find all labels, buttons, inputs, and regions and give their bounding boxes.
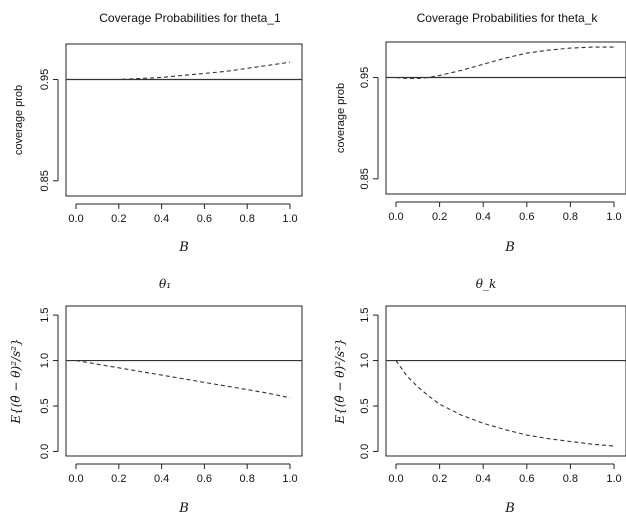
y-axis-label: E{(θ̂ − θ)²/s²} (9, 338, 23, 424)
chart-title: θ₁ (159, 277, 171, 291)
x-tick-label: 0.8 (240, 213, 255, 225)
x-tick-label: 0.6 (519, 473, 534, 485)
x-tick-label: 0.8 (563, 211, 578, 223)
x-tick-label: 0.0 (388, 211, 403, 223)
panel-theta-1-coverage: Coverage Probabilities for theta_1 B 0.0… (13, 11, 303, 255)
x-tick-label: 0.6 (519, 211, 534, 223)
chart-title: Coverage Probabilities for theta_1 (99, 11, 281, 25)
x-tick-label: 0.2 (111, 213, 126, 225)
x-tick-label: 0.6 (197, 213, 212, 225)
x-tick-label: 0.0 (388, 473, 403, 485)
x-tick-label: 0.2 (432, 211, 447, 223)
y-tick-label: 0.95 (359, 67, 371, 88)
y-tick-label: 0.5 (39, 398, 51, 413)
x-tick-label: 0.8 (240, 473, 255, 485)
series-line (395, 360, 615, 447)
y-tick-label: 1.5 (39, 307, 51, 322)
x-tick-label: 0.4 (154, 213, 169, 225)
x-tick-label: 0.4 (154, 473, 169, 485)
plot-frame (385, 305, 626, 457)
chart-title: Coverage Probabilities for theta_k (417, 11, 599, 25)
plot-frame (65, 305, 303, 457)
y-tick-label: 1.0 (359, 353, 371, 368)
x-tick-label: 0.2 (111, 473, 126, 485)
x-axis-label: B (178, 501, 189, 516)
x-axis-label: B (504, 240, 515, 255)
x-tick-label: 0.4 (476, 211, 491, 223)
series-line (108, 61, 291, 81)
x-tick-label: 1.0 (606, 211, 621, 223)
x-tick-label: 1.0 (282, 473, 297, 485)
panel-theta-1-mse: θ₁ B 0.0 0.2 0.4 0.6 0.8 1.0 0.0 0.5 1.0 1.5 E{(θ̂… (9, 277, 303, 516)
x-tick-label: 1.0 (606, 473, 621, 485)
x-axis-label: B (504, 501, 515, 516)
plot-frame (65, 43, 303, 197)
y-tick-label: 0.85 (39, 170, 51, 191)
y-tick-label: 0.0 (39, 444, 51, 459)
y-tick-label: 0.95 (39, 69, 51, 90)
x-tick-label: 0.2 (432, 473, 447, 485)
series-line (395, 46, 614, 80)
y-axis-label: coverage prob (335, 83, 347, 153)
x-tick-label: 1.0 (282, 213, 297, 225)
y-axis-label: E{(θ̂ − θ)²/s²} (333, 338, 347, 424)
y-axis-label: coverage prob (13, 85, 25, 155)
y-tick-label: 1.5 (359, 307, 371, 322)
y-tick-label: 0.0 (359, 444, 371, 459)
y-tick-label: 0.5 (359, 398, 371, 413)
x-tick-label: 0.8 (563, 473, 578, 485)
panel-theta-k-mse: θ_k B 0.0 0.2 0.4 0.6 0.8 1.0 0.0 0.5 1.0 1.5 E{(θ… (333, 277, 626, 516)
plot-frame (385, 41, 626, 195)
x-tick-label: 0.6 (197, 473, 212, 485)
y-tick-label: 1.0 (39, 353, 51, 368)
y-tick-label: 0.85 (359, 168, 371, 189)
x-tick-label: 0.0 (68, 213, 83, 225)
x-tick-label: 0.0 (68, 473, 83, 485)
x-axis-label: B (178, 240, 189, 255)
series-line (75, 359, 291, 399)
panel-theta-k-coverage: Coverage Probabilities for theta_k B 0.0… (335, 11, 626, 255)
chart-title: θ_k (476, 277, 497, 291)
x-tick-label: 0.4 (476, 473, 491, 485)
